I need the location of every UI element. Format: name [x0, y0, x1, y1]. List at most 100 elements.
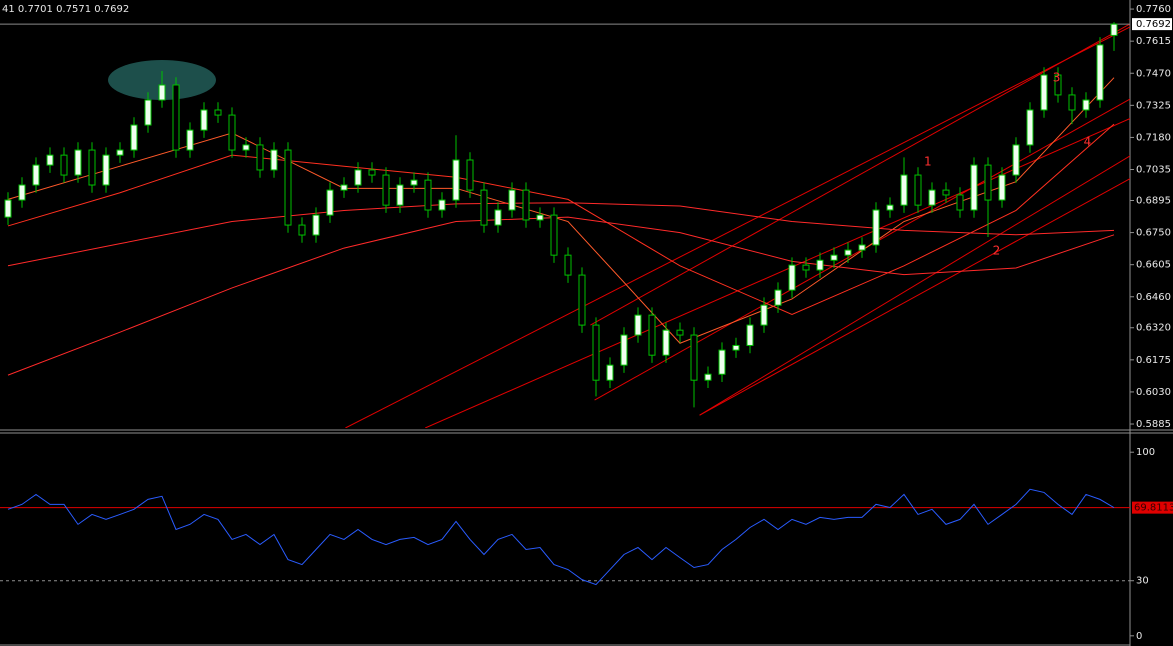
candle-body: [494, 209, 502, 226]
candle-body: [1040, 74, 1048, 111]
candle-body: [592, 324, 600, 381]
y-tick-label: 0.7035: [1136, 165, 1171, 176]
y-tick-label: 0.7615: [1136, 36, 1171, 47]
candle-body: [900, 174, 908, 206]
candle-body: [1026, 109, 1034, 146]
candle-body: [1082, 99, 1090, 111]
candle-body: [858, 244, 866, 251]
candle-body: [662, 329, 670, 356]
y-tick-label: 30: [1136, 576, 1149, 587]
candle-body: [788, 264, 796, 291]
candle-body: [550, 214, 558, 256]
candle-body: [704, 373, 712, 381]
y-tick-label: 0.6895: [1136, 196, 1171, 207]
candle-body: [970, 164, 978, 211]
candle-body: [130, 124, 138, 151]
candle-body: [74, 149, 82, 176]
candle-body: [480, 189, 488, 226]
candle-body: [942, 189, 950, 196]
axis: 0.7760 0.7615 0.7470 0.7325 0.7180 0.7035 0.68…: [1130, 4, 1173, 642]
candle-body: [984, 164, 992, 201]
candle-body: [32, 164, 40, 186]
candle-body: [564, 254, 572, 276]
y-tick-label: 0: [1136, 631, 1142, 642]
trendline: [424, 118, 1130, 428]
candle-body: [1110, 23, 1118, 36]
annotation: 1: [924, 154, 932, 168]
y-tick-label: 0.7325: [1136, 100, 1171, 111]
candle-body: [732, 344, 740, 351]
annotation: 4: [1084, 135, 1092, 149]
y-tick-label: 0.6175: [1136, 355, 1171, 366]
candle-body: [46, 154, 54, 166]
candle-body: [802, 264, 810, 271]
candle-body: [1096, 44, 1104, 101]
candle-body: [382, 174, 390, 206]
candle-body: [886, 204, 894, 211]
current-value-label: 69.8113: [1134, 503, 1173, 514]
y-tick-label: 100: [1136, 447, 1155, 458]
rsi-line: [7, 488, 1115, 586]
rsi-panel: [0, 488, 1130, 586]
candle-body: [998, 174, 1006, 201]
candle-body: [158, 84, 166, 101]
candle-body: [536, 214, 544, 221]
header: 41 0.7701 0.7571 0.7692: [2, 4, 129, 15]
candle-body: [256, 144, 264, 171]
candle-body: [88, 149, 96, 186]
candle-body: [116, 149, 124, 156]
candle-body: [284, 149, 292, 226]
candle-body: [634, 314, 642, 336]
candle-body: [144, 99, 152, 126]
candle-body: [18, 184, 26, 201]
candle-body: [396, 184, 404, 206]
candle-body: [1012, 144, 1020, 176]
trendline: [699, 178, 1130, 416]
candle-body: [928, 189, 936, 206]
current-price-box: [1132, 18, 1172, 31]
y-tick-label: 0.6320: [1136, 323, 1171, 334]
candle-body: [354, 169, 362, 186]
moving-average: [7, 216, 1115, 376]
candle-body: [214, 109, 222, 116]
candle-body: [172, 84, 180, 151]
candle-body: [830, 254, 838, 261]
candle-body: [270, 149, 278, 171]
moving-average: [7, 77, 1115, 344]
candle-body: [298, 224, 306, 236]
candle-body: [186, 129, 194, 151]
annotation: 2: [993, 244, 1001, 258]
candle-body: [452, 159, 460, 201]
candle-body: [620, 334, 628, 366]
candle-body: [242, 144, 250, 151]
annotation: 3: [1053, 71, 1061, 85]
candle-body: [368, 169, 376, 176]
candle-body: [606, 364, 614, 381]
candle-body: [914, 174, 922, 206]
candle-body: [340, 184, 348, 191]
candle-body: [676, 329, 684, 336]
candle-body: [844, 249, 852, 256]
moving-average: [7, 202, 1115, 267]
candle-body: [760, 304, 768, 326]
y-tick-label: 0.6605: [1136, 260, 1171, 271]
moving-average: [7, 123, 1115, 316]
candle-body: [956, 194, 964, 211]
candle-body: [326, 189, 334, 216]
candle-body: [438, 199, 446, 211]
current-value-box: [1132, 501, 1173, 514]
candle-body: [60, 154, 68, 176]
candle-body: [522, 189, 530, 221]
candle-body: [816, 259, 824, 271]
candle-body: [746, 324, 754, 346]
candle-body: [1054, 74, 1062, 96]
candle-body: [648, 314, 656, 356]
y-tick-label: 0.6750: [1136, 228, 1171, 239]
candle-body: [508, 189, 516, 211]
y-tick-label: 0.7180: [1136, 132, 1171, 143]
candle-body: [1068, 94, 1076, 111]
candle-body: [424, 179, 432, 211]
